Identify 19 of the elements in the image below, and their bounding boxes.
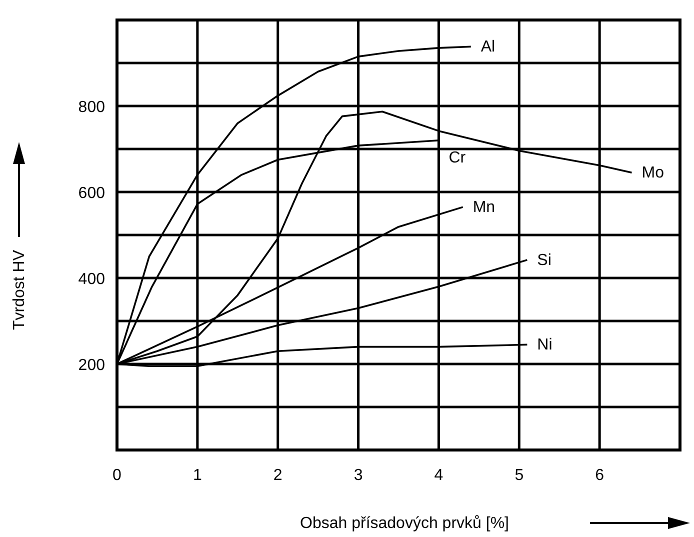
x-axis-title: Obsah přísadových prvků [%] — [300, 515, 509, 532]
x-tick-label: 3 — [354, 467, 363, 484]
x-tick-label: 5 — [514, 467, 524, 484]
y-tick-label: 200 — [78, 357, 106, 374]
series-label: Mo — [642, 164, 664, 182]
series-label: Cr — [448, 149, 466, 166]
y-tick-label: 800 — [78, 99, 106, 116]
y-axis-title: Tvrdost HV — [11, 250, 28, 330]
x-tick-label: 2 — [273, 467, 282, 484]
series-label: Ni — [537, 336, 552, 354]
x-tick-label: 0 — [112, 467, 122, 484]
y-tick-label: 600 — [78, 185, 106, 202]
y-tick-label: 400 — [78, 271, 106, 288]
x-tick-label: 6 — [595, 467, 604, 484]
series-label: Si — [537, 252, 552, 269]
x-tick-label: 4 — [434, 467, 444, 484]
x-tick-label: 1 — [192, 467, 202, 484]
series-label: Al — [480, 38, 496, 56]
series-label: Mn — [472, 199, 496, 216]
